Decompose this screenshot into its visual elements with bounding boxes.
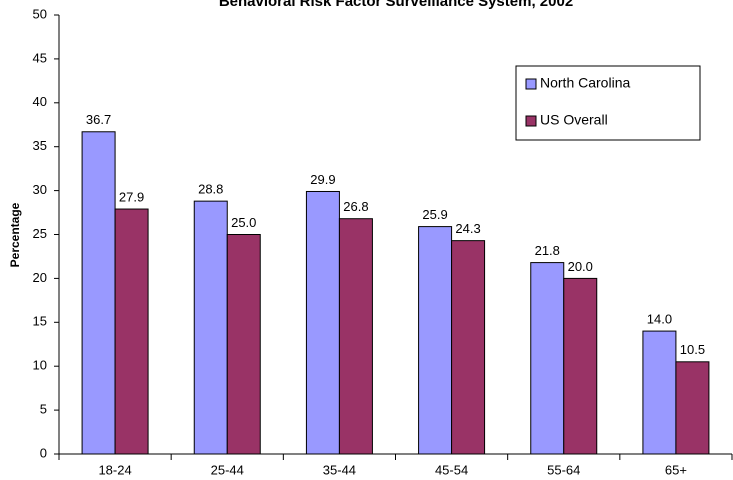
y-tick-label: 30: [33, 182, 47, 197]
value-label: 20.0: [568, 259, 593, 274]
value-label: 21.8: [535, 243, 560, 258]
y-tick-label: 0: [40, 445, 47, 460]
legend-swatch: [525, 78, 537, 90]
legend-box: [515, 65, 701, 141]
value-label: 29.9: [310, 172, 335, 187]
value-label: 26.8: [343, 199, 368, 214]
y-tick-label: 5: [40, 402, 47, 417]
bar: [338, 218, 373, 455]
value-label: 25.9: [422, 207, 447, 222]
value-label: 25.0: [231, 215, 256, 230]
bar: [305, 190, 340, 455]
x-tick-label: 18-24: [98, 462, 131, 477]
chart-title: Behavioral Risk Factor Surveillance Syst…: [219, 0, 573, 10]
y-tick-label: 20: [33, 270, 47, 285]
y-tick-label: 40: [33, 94, 47, 109]
value-label: 10.5: [680, 342, 705, 357]
legend-label: North Carolina: [540, 75, 630, 91]
x-tick-label: 65+: [665, 462, 687, 477]
y-axis-label: Percentage: [8, 202, 22, 267]
legend-swatch: [525, 115, 537, 127]
value-label: 28.8: [198, 182, 223, 197]
y-tick-label: 50: [33, 6, 47, 21]
bar: [530, 262, 565, 455]
bar: [114, 208, 149, 455]
y-tick-label: 35: [33, 138, 47, 153]
x-tick-label: 45-54: [435, 462, 468, 477]
y-tick-label: 10: [33, 358, 47, 373]
bar: [675, 361, 710, 455]
value-label: 36.7: [86, 112, 111, 127]
x-tick-label: 25-44: [211, 462, 244, 477]
bar: [193, 200, 228, 455]
bar: [563, 277, 598, 455]
value-label: 14.0: [647, 312, 672, 327]
bar: [418, 226, 453, 455]
bar: [81, 131, 116, 455]
x-tick-label: 55-64: [547, 462, 580, 477]
value-label: 24.3: [455, 221, 480, 236]
bar: [226, 234, 261, 455]
x-tick-label: 35-44: [323, 462, 356, 477]
y-tick-label: 15: [33, 314, 47, 329]
y-tick-label: 25: [33, 226, 47, 241]
y-tick-label: 45: [33, 50, 47, 65]
bar: [642, 330, 677, 455]
bar: [451, 240, 486, 455]
value-label: 27.9: [119, 189, 144, 204]
legend-label: US Overall: [540, 112, 608, 128]
